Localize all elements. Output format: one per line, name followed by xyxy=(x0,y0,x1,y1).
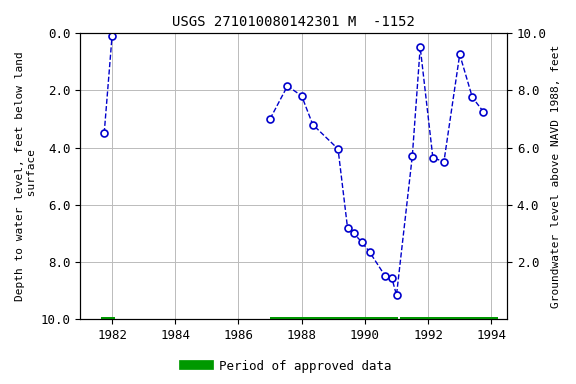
Legend: Period of approved data: Period of approved data xyxy=(179,355,397,378)
Title: USGS 271010080142301 M  -1152: USGS 271010080142301 M -1152 xyxy=(172,15,415,29)
Y-axis label: Depth to water level, feet below land
 surface: Depth to water level, feet below land su… xyxy=(15,51,37,301)
Y-axis label: Groundwater level above NAVD 1988, feet: Groundwater level above NAVD 1988, feet xyxy=(551,45,561,308)
Bar xyxy=(400,317,498,324)
Bar xyxy=(101,317,115,324)
Bar xyxy=(270,317,398,324)
